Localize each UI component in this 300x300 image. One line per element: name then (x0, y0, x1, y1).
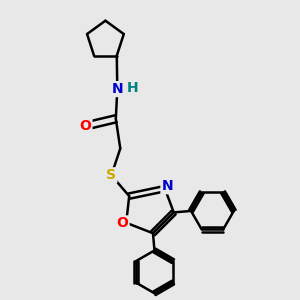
Text: N: N (161, 179, 173, 193)
Text: O: O (117, 216, 129, 230)
Text: H: H (127, 81, 138, 95)
Text: S: S (106, 168, 116, 182)
Text: O: O (80, 118, 92, 133)
Text: N: N (112, 82, 123, 96)
